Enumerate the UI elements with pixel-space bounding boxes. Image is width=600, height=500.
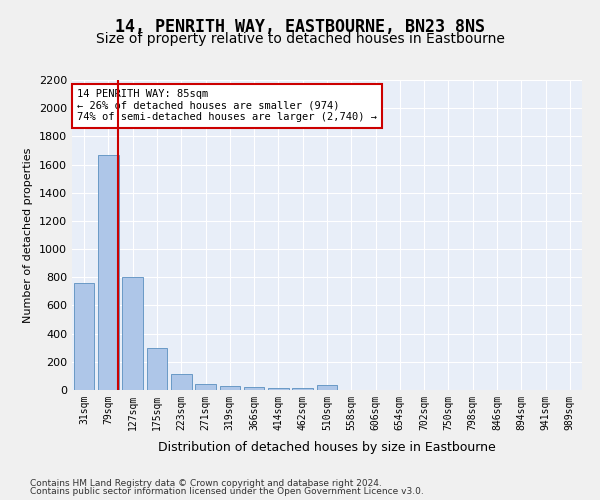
X-axis label: Distribution of detached houses by size in Eastbourne: Distribution of detached houses by size …	[158, 441, 496, 454]
Bar	[292, 388, 313, 390]
Bar	[268, 388, 289, 390]
Bar	[98, 154, 119, 390]
Bar	[195, 384, 216, 390]
Bar	[244, 388, 265, 390]
Bar	[220, 386, 240, 390]
Text: 14, PENRITH WAY, EASTBOURNE, BN23 8NS: 14, PENRITH WAY, EASTBOURNE, BN23 8NS	[115, 18, 485, 36]
Text: Contains public sector information licensed under the Open Government Licence v3: Contains public sector information licen…	[30, 487, 424, 496]
Bar	[74, 283, 94, 390]
Text: 14 PENRITH WAY: 85sqm
← 26% of detached houses are smaller (974)
74% of semi-det: 14 PENRITH WAY: 85sqm ← 26% of detached …	[77, 90, 377, 122]
Bar	[146, 348, 167, 390]
Y-axis label: Number of detached properties: Number of detached properties	[23, 148, 34, 322]
Bar	[171, 374, 191, 390]
Text: Contains HM Land Registry data © Crown copyright and database right 2024.: Contains HM Land Registry data © Crown c…	[30, 478, 382, 488]
Bar	[122, 278, 143, 390]
Text: Size of property relative to detached houses in Eastbourne: Size of property relative to detached ho…	[95, 32, 505, 46]
Bar	[317, 386, 337, 390]
